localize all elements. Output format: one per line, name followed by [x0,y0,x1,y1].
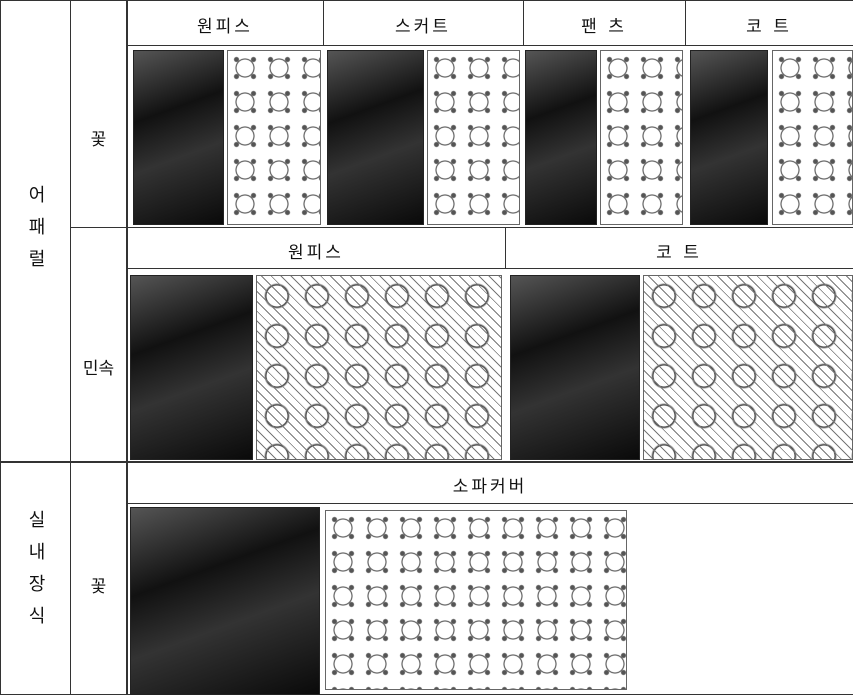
motif-label: 꽃 [90,577,107,597]
section-label: 실내장식 [25,510,46,638]
product-photo [525,50,597,225]
border [127,268,853,269]
motif-label: 민속 [82,359,115,379]
motif-pattern [772,50,853,225]
border [685,0,686,45]
motif-pattern [227,50,321,225]
border [127,503,853,504]
product-photo [130,275,253,460]
border [0,0,853,1]
product-photo [327,50,424,225]
motif-pattern [643,275,853,460]
product-photo [690,50,768,225]
border [523,0,524,45]
motif-pattern [427,50,520,225]
border [127,45,853,46]
motif-pattern [256,275,502,460]
item-header: 코 트 [656,243,702,263]
border [126,0,128,695]
motif-label: 꽃 [90,130,107,150]
product-photo [510,275,640,460]
product-photo [133,50,224,225]
border [0,0,1,695]
border [323,0,324,45]
border [70,0,71,695]
section-label: 어패럴 [25,185,46,281]
motif-pattern [600,50,683,225]
border [505,228,506,268]
item-header: 소파커버 [452,477,528,497]
product-photo [130,507,320,695]
item-header: 스커트 [395,17,451,37]
item-header: 코 트 [746,17,792,37]
item-header: 원피스 [288,243,344,263]
border [70,227,853,228]
motif-pattern [325,510,627,690]
item-header: 팬 츠 [581,17,627,37]
item-header: 원피스 [197,17,253,37]
border [0,461,853,463]
